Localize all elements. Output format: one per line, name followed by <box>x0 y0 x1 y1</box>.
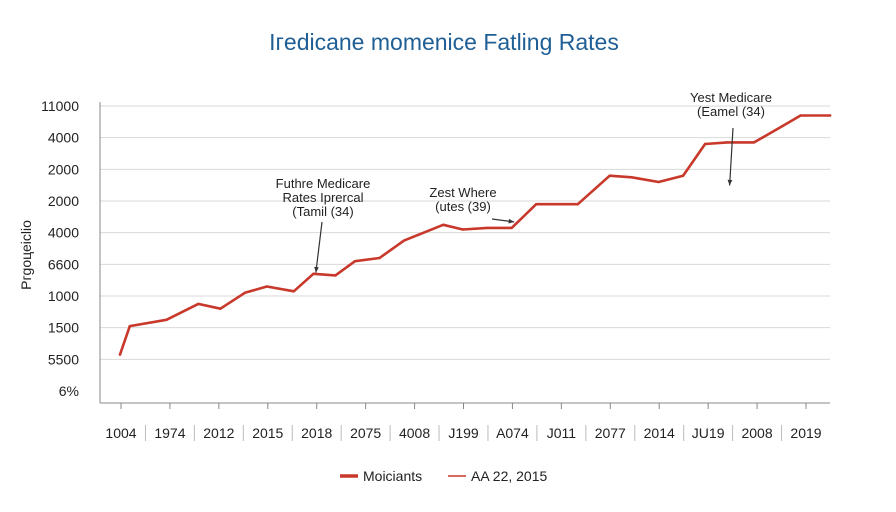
data-point <box>197 302 200 306</box>
axis-layer <box>99 102 830 404</box>
y-tick-label: 2000 <box>48 161 79 177</box>
annotation-text: (Tamil (34) <box>292 204 353 219</box>
x-tick-label: 1974 <box>154 425 185 441</box>
data-point <box>726 141 729 144</box>
x-tick-label: JU19 <box>692 425 725 441</box>
legend: Moicіants AA 22, 2015 <box>340 468 548 484</box>
x-tick-label: 2014 <box>644 425 675 441</box>
x-tick-label: A074 <box>496 425 529 441</box>
annotation-text: Zest Where <box>429 185 496 200</box>
data-point <box>442 223 445 226</box>
y-tick-label: 6% <box>59 383 79 399</box>
annotation-text: Futhre Medicare <box>276 176 371 191</box>
data-point <box>774 128 778 131</box>
data-point <box>334 274 337 277</box>
chart-title: Ігedicane momenice Fatling Rates <box>269 29 619 55</box>
data-point <box>535 203 538 206</box>
data-point <box>486 226 489 230</box>
y-tick-labels: 11000 4000 2000 2000 4000 6600 1000 1500 5500 6% <box>41 98 79 399</box>
y-tick-label: 2000 <box>48 193 79 209</box>
y-tick-label: 1000 <box>48 288 79 304</box>
y-tick-label: 1500 <box>48 320 79 336</box>
data-point <box>312 272 315 275</box>
annotation-text: Rates Iprercal <box>283 190 364 205</box>
data-point <box>378 256 381 260</box>
data-point <box>461 228 464 231</box>
y-tick-label: 4000 <box>48 225 79 241</box>
x-tick-label: 2008 <box>741 425 772 441</box>
y-axis-label: Ргgоцеісlіо <box>18 220 34 290</box>
data-point <box>681 174 685 177</box>
data-point <box>165 318 168 321</box>
x-tick-label: 2018 <box>301 425 332 441</box>
x-tick-label: 2019 <box>790 425 821 441</box>
x-tick-label: 4008 <box>399 425 430 441</box>
annotation-text: (Eamel (34) <box>697 104 765 119</box>
y-tick-label: 4000 <box>48 130 79 146</box>
annotation-arrowhead <box>727 179 733 186</box>
y-tick-label: 11000 <box>41 98 79 114</box>
data-point <box>554 203 557 206</box>
x-tick-label: 2075 <box>350 425 381 441</box>
data-point <box>402 239 406 242</box>
x-tick-label: J011 <box>547 425 577 441</box>
data-point <box>608 174 611 177</box>
series-layer <box>118 114 832 356</box>
legend-label: AA 22, 2015 <box>471 468 548 484</box>
annotation-arrow-line <box>315 221 323 273</box>
x-tick-label: 2077 <box>595 425 626 441</box>
y-tick-label: 6600 <box>48 256 79 272</box>
x-tick-label: 1004 <box>105 425 136 441</box>
series-line-0 <box>118 114 832 356</box>
x-tick-label: 2015 <box>252 425 283 441</box>
data-point <box>422 231 425 234</box>
x-tick-label: 2012 <box>203 425 234 441</box>
data-point <box>576 203 579 206</box>
legend-label: Moicіants <box>363 468 422 484</box>
data-point <box>752 141 756 144</box>
annotation-arrowhead <box>508 218 515 224</box>
y-tick-label: 5500 <box>48 351 79 367</box>
data-point <box>657 180 660 184</box>
data-point <box>799 114 802 117</box>
data-point <box>118 353 122 356</box>
data-point <box>828 114 832 117</box>
data-point <box>353 260 357 263</box>
x-tick-label: J199 <box>448 425 479 441</box>
data-point <box>219 307 222 310</box>
annotation: Zest Where(utes (39) <box>429 185 515 224</box>
data-point <box>265 285 269 288</box>
data-point <box>510 226 513 230</box>
data-point <box>630 176 633 179</box>
data-point <box>703 142 707 146</box>
annotation-text: (utes (39) <box>435 199 491 214</box>
annotation-arrow-line <box>729 127 734 186</box>
annotation: Yest Medicare(Eamel (34) <box>690 90 772 186</box>
annotation-arrowhead <box>314 266 319 273</box>
grid-layer <box>100 105 830 360</box>
data-point <box>243 291 247 294</box>
annotation-text: Yest Medicare <box>690 90 772 105</box>
x-tick-labels: 1004 1974 2012 2015 2018 2075 4008 J199 A074 J011… <box>105 403 822 441</box>
data-point <box>292 290 295 293</box>
data-point <box>128 324 131 328</box>
